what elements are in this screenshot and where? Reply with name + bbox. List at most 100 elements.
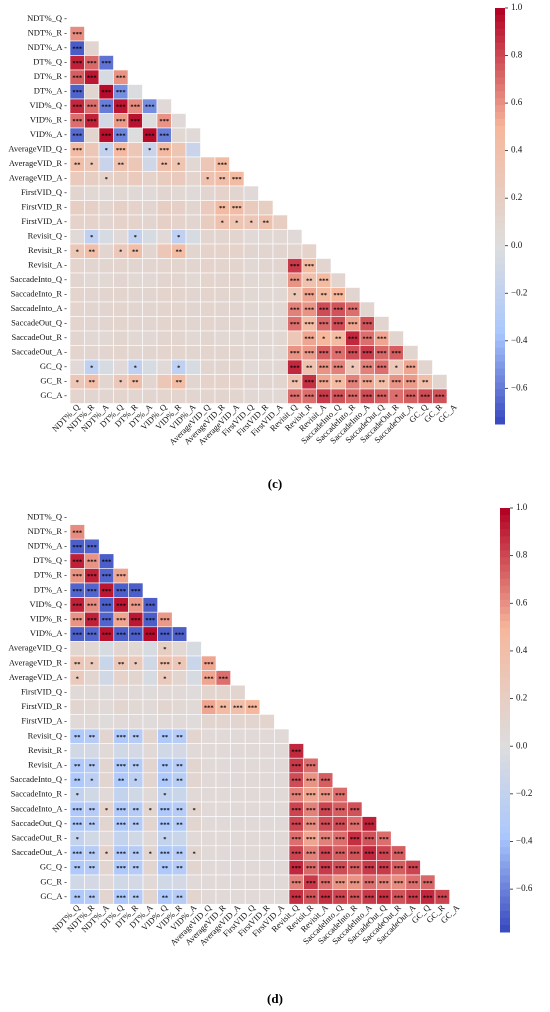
significance-label: ***	[291, 894, 301, 901]
heatmap-cell	[98, 214, 114, 230]
heatmap-cell	[84, 330, 100, 346]
heatmap-cell	[201, 801, 217, 817]
heatmap-cell	[127, 214, 143, 230]
significance-label: ***	[350, 821, 360, 828]
significance-label: ***	[233, 705, 243, 712]
heatmap-cell	[229, 301, 245, 317]
heatmap-cell	[200, 287, 216, 303]
heatmap-cell	[201, 845, 217, 861]
heatmap-cell	[69, 699, 85, 715]
heatmap-cell	[258, 272, 274, 288]
significance-label: **	[162, 734, 169, 741]
heatmap-cell	[185, 345, 201, 361]
heatmap-cell	[185, 301, 201, 317]
colorbar-segment	[500, 599, 510, 608]
heatmap-cell	[156, 229, 172, 245]
heatmap-cell	[258, 229, 274, 245]
significance-label: ***	[72, 807, 82, 814]
heatmap-cell	[215, 772, 231, 788]
colorbar-segment	[500, 712, 510, 721]
colorbar-tick-label: −0.6	[516, 883, 533, 893]
heatmap-panel-1: NDT%_Q -NDT%_R - ***NDT%_A - *** ***DT%_Q -…	[8, 502, 532, 1006]
colorbar-segment	[495, 326, 505, 335]
significance-label: *	[163, 646, 166, 653]
heatmap-cell	[215, 728, 231, 744]
significance-label: ***	[159, 147, 169, 154]
row-label: DT%_Q -	[33, 555, 67, 565]
colorbar-segment	[500, 635, 510, 643]
heatmap-cell	[98, 670, 115, 686]
significance-label: **	[176, 249, 183, 256]
heatmap-cell	[142, 200, 158, 216]
row-label: VID%_Q -	[29, 100, 67, 110]
heatmap-cell	[113, 171, 129, 187]
heatmap-cell	[243, 272, 259, 288]
colorbar-segment	[500, 783, 510, 792]
colorbar-tick-label: 0.0	[516, 740, 528, 750]
heatmap-cell	[84, 670, 100, 686]
heatmap-cell	[229, 287, 245, 303]
colorbar-segment	[500, 833, 510, 841]
heatmap-cell	[230, 728, 246, 744]
significance-label: ***	[116, 104, 126, 111]
heatmap-cell	[69, 258, 85, 274]
significance-label: ***	[145, 617, 155, 624]
significance-label: **	[161, 162, 168, 169]
colorbar-segment	[500, 762, 510, 770]
significance-label: ***	[291, 748, 301, 755]
row-label: Revisit_R -	[28, 745, 67, 755]
heatmap-cell	[229, 345, 245, 361]
heatmap-cell	[142, 301, 158, 317]
heatmap-cell	[69, 200, 85, 216]
heatmap-cell	[345, 287, 361, 303]
heatmap-cell	[201, 830, 217, 847]
heatmap-cell	[98, 272, 114, 288]
significance-label: ***	[306, 880, 316, 887]
heatmap-cell	[186, 787, 202, 803]
heatmap-cell	[258, 258, 274, 274]
heatmap-cell	[142, 330, 158, 346]
heatmap-cell	[127, 127, 143, 143]
significance-label: ***	[116, 734, 126, 741]
heatmap-cell	[69, 185, 85, 201]
heatmap-cell	[156, 171, 172, 187]
colorbar-tick-label: −0.2	[511, 287, 527, 297]
significance-label: ***	[348, 321, 358, 328]
heatmap-cell	[128, 684, 144, 701]
significance-label: *	[395, 365, 398, 372]
colorbar-segment	[495, 229, 505, 238]
significance-label: ***	[319, 350, 329, 357]
significance-label: ***	[304, 263, 314, 270]
colorbar-segment	[495, 70, 505, 78]
heatmap-cell	[69, 272, 85, 288]
colorbar-segment	[495, 112, 505, 120]
heatmap-cell	[171, 714, 188, 730]
heatmap-cell	[98, 743, 115, 759]
heatmap-cell	[244, 874, 261, 890]
significance-label: ***	[406, 365, 416, 372]
heatmap-cell	[98, 641, 115, 657]
heatmap-cell	[98, 816, 115, 832]
colorbar-segment	[495, 146, 505, 155]
heatmap-cell	[84, 388, 100, 404]
significance-label: ***	[72, 544, 82, 551]
significance-label: ***	[87, 602, 97, 609]
significance-label: **	[132, 807, 139, 814]
colorbar-segment	[495, 396, 505, 404]
significance-label: ***	[102, 632, 112, 639]
significance-label: ***	[72, 632, 82, 639]
heatmap-cell	[84, 743, 100, 759]
heatmap-cell	[259, 860, 275, 876]
significance-label: **	[132, 865, 139, 872]
heatmap-cell	[229, 359, 245, 375]
heatmap-cell	[127, 258, 143, 274]
colorbar-segment	[500, 875, 510, 884]
significance-label: ***	[218, 675, 228, 682]
heatmap-cell	[214, 301, 230, 317]
heatmap-cell	[171, 258, 187, 274]
row-label: GC_Q -	[40, 361, 67, 371]
significance-label: ***	[87, 632, 97, 639]
heatmap-cell	[113, 200, 129, 216]
row-label: FirstVID_R -	[21, 202, 67, 212]
colorbar-segment	[500, 705, 510, 714]
